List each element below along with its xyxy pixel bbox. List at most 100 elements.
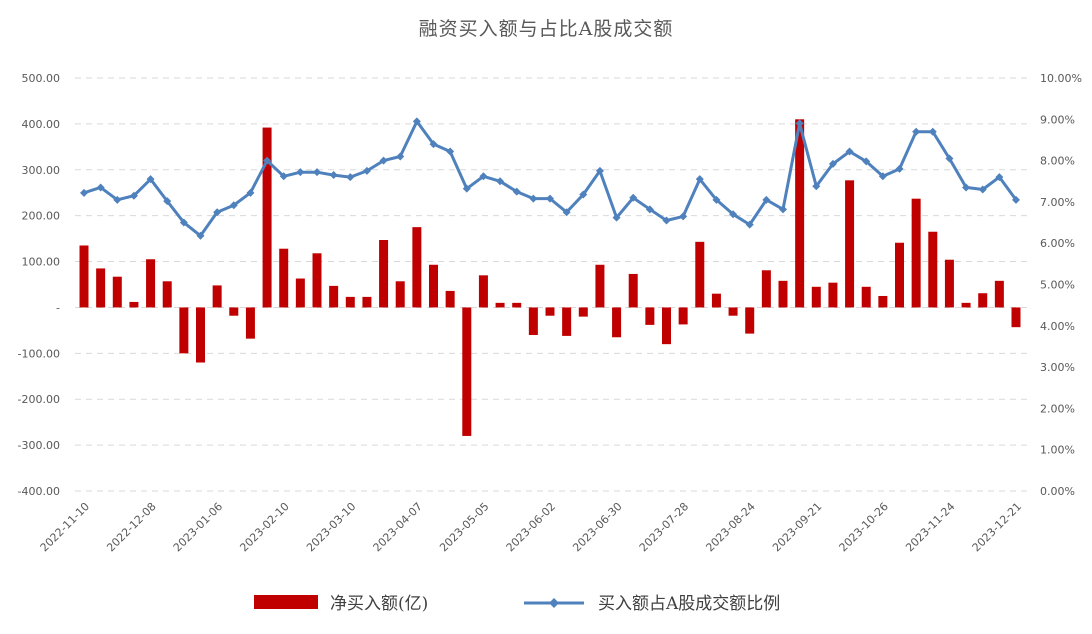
left-axis: -400.00-300.00-200.00-100.00-100.00200.0…: [18, 72, 60, 498]
line-point: [862, 157, 871, 166]
bar: [861, 286, 871, 308]
line-point: [96, 183, 105, 192]
bar: [795, 119, 805, 308]
line-point: [812, 182, 821, 191]
line-point: [529, 194, 538, 203]
line-point: [562, 208, 571, 217]
line-point: [229, 201, 238, 210]
line-point: [779, 205, 787, 214]
line-point: [80, 188, 88, 197]
x-tick-label: 2023-10-26: [837, 500, 891, 554]
line-point: [695, 175, 704, 184]
bar: [112, 276, 122, 308]
bar: [129, 301, 139, 308]
line-point: [745, 220, 754, 229]
x-tick-label: 2023-12-21: [970, 500, 1024, 554]
bar: [745, 307, 755, 334]
line-point: [795, 119, 804, 128]
bar: [379, 239, 389, 308]
bar: [462, 307, 472, 436]
line-point: [662, 216, 671, 225]
bar: [961, 302, 971, 308]
right-tick-label: 5.00%: [1040, 279, 1075, 292]
line-point: [129, 191, 138, 200]
line-point: [912, 127, 921, 136]
line-point: [612, 213, 621, 222]
bar: [212, 285, 222, 308]
right-axis: 0.00% 1.00% 2.00% 3.00% 4.00% 5.00% 6.00% 7.00%…: [1040, 72, 1082, 498]
line-point: [246, 188, 255, 197]
left-tick-label: 400.00: [22, 118, 61, 131]
line-point: [629, 193, 638, 202]
grid-layer: [75, 77, 1030, 492]
x-tick-label: 2023-11-24: [903, 500, 957, 554]
line-point: [329, 171, 338, 180]
bar: [878, 295, 888, 308]
bar: [545, 307, 555, 316]
left-tick-label: 100.00: [22, 256, 61, 269]
bar: [761, 270, 771, 308]
line-point: [346, 173, 355, 182]
left-tick-label: -: [56, 301, 60, 314]
bar: [662, 307, 671, 345]
x-tick-label: 2023-05-05: [437, 500, 491, 554]
legend-line-label: 买入额占A股成交额比例: [598, 594, 780, 614]
line-point: [113, 195, 122, 204]
bar: [978, 293, 988, 308]
bar: [944, 259, 954, 308]
left-tick-label: -400.00: [18, 485, 60, 498]
bar: [895, 242, 904, 308]
bar: [179, 307, 189, 354]
x-tick-label: 2023-07-28: [637, 500, 691, 554]
bar: [429, 264, 438, 308]
left-tick-label: -200.00: [18, 393, 60, 406]
line-point: [762, 195, 771, 204]
x-tick-label: 2022-12-08: [104, 500, 158, 554]
bar-series: [79, 119, 1021, 436]
bar: [562, 307, 572, 336]
line-point: [446, 147, 455, 156]
bar: [245, 307, 255, 339]
bar: [295, 278, 305, 308]
legend-bar-label: 净买入额(亿): [330, 594, 428, 614]
line-point: [396, 152, 405, 161]
left-tick-label: -100.00: [18, 347, 60, 360]
bar: [279, 248, 289, 308]
bar: [79, 245, 89, 308]
bar: [711, 293, 721, 308]
line-point: [379, 156, 388, 165]
bar: [628, 273, 638, 308]
bar: [162, 281, 172, 308]
x-tick-label: 2023-09-21: [770, 500, 824, 554]
bar: [678, 307, 688, 325]
legend: 净买入额(亿) 买入额占A股成交额比例: [254, 594, 780, 614]
line-point: [279, 172, 288, 181]
bar: [329, 285, 339, 308]
line-point: [462, 184, 471, 193]
left-tick-label: 200.00: [22, 210, 61, 223]
bar: [395, 281, 405, 308]
line-point: [945, 154, 954, 163]
bar: [196, 307, 205, 363]
bar: [96, 268, 106, 308]
line-point: [163, 197, 172, 206]
line-point: [1012, 195, 1020, 204]
x-tick-label: 2023-06-30: [570, 500, 624, 554]
x-tick-label: 2023-02-10: [237, 500, 291, 554]
bar: [612, 307, 622, 338]
right-tick-label: 2.00%: [1040, 402, 1075, 415]
line-point: [296, 168, 305, 177]
right-tick-label: 8.00%: [1040, 155, 1075, 168]
right-tick-label: 10.00%: [1040, 72, 1082, 85]
line-point: [595, 166, 604, 175]
bar: [845, 180, 855, 308]
line-point: [729, 210, 738, 219]
x-axis: 2022-11-10 2022-12-08 2023-01-06 2023-02-10…: [38, 500, 1024, 554]
bar: [911, 198, 921, 308]
legend-bar-swatch: [254, 595, 318, 609]
bar: [262, 127, 272, 308]
bar: [512, 302, 522, 308]
right-tick-label: 1.00%: [1040, 444, 1075, 457]
left-tick-label: 300.00: [22, 164, 61, 177]
